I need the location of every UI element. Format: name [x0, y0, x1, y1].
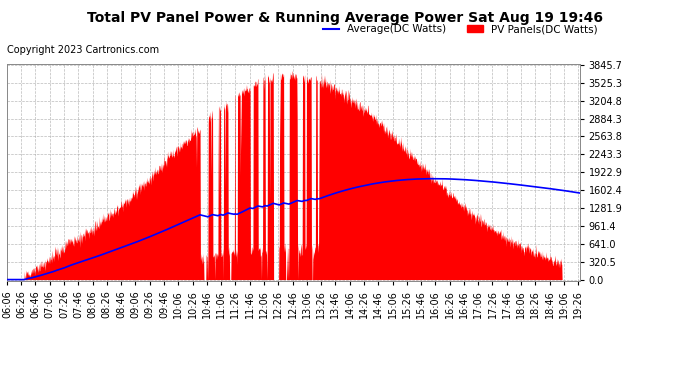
- Legend: Average(DC Watts), PV Panels(DC Watts): Average(DC Watts), PV Panels(DC Watts): [319, 20, 602, 39]
- Text: Copyright 2023 Cartronics.com: Copyright 2023 Cartronics.com: [7, 45, 159, 55]
- Text: Total PV Panel Power & Running Average Power Sat Aug 19 19:46: Total PV Panel Power & Running Average P…: [87, 11, 603, 25]
